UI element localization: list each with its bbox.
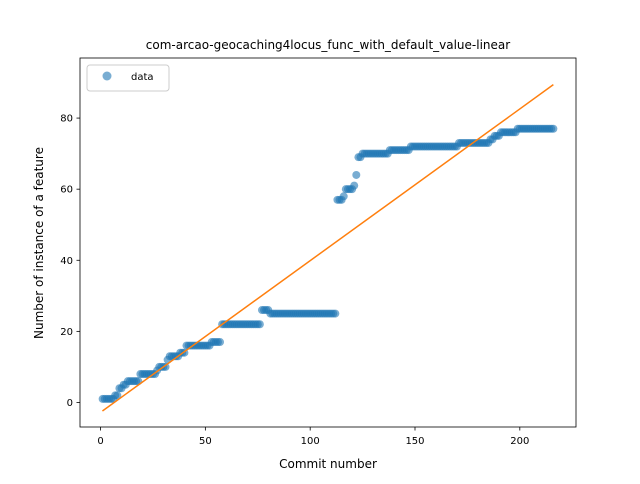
x-tick-label: 150: [405, 436, 424, 447]
data-point: [216, 338, 225, 347]
x-tick-label: 0: [97, 436, 103, 447]
y-tick-label: 60: [60, 185, 73, 196]
plot-area: [98, 84, 558, 412]
data-point: [331, 309, 340, 318]
data-point: [549, 124, 558, 133]
data-point: [113, 391, 122, 400]
data-point: [255, 320, 264, 329]
x-tick-label: 200: [510, 436, 529, 447]
legend-marker-data: [102, 71, 112, 81]
axes-frame: [79, 57, 577, 428]
axes: 0 50 100 150 200 0 20 40 60 80: [60, 57, 577, 447]
chart-title: com-arcao-geocaching4locus_func_with_def…: [146, 38, 510, 52]
legend-box: [86, 64, 170, 92]
y-axis-label: Number of instance of a feature: [32, 147, 46, 339]
x-tick-label: 100: [301, 436, 320, 447]
data-point: [350, 181, 359, 190]
data-point: [339, 192, 348, 201]
legend-label-data: data: [131, 72, 154, 83]
y-tick-label: 20: [60, 327, 73, 338]
y-tick-label: 40: [60, 256, 73, 267]
data-point: [352, 170, 361, 179]
x-tick-label: 50: [199, 436, 212, 447]
data-point: [161, 362, 170, 371]
y-tick-label: 80: [60, 114, 73, 125]
legend: data: [86, 64, 170, 92]
fit-line: [101, 84, 554, 412]
x-axis-label: Commit number: [279, 457, 377, 471]
y-tick-label: 0: [67, 398, 73, 409]
